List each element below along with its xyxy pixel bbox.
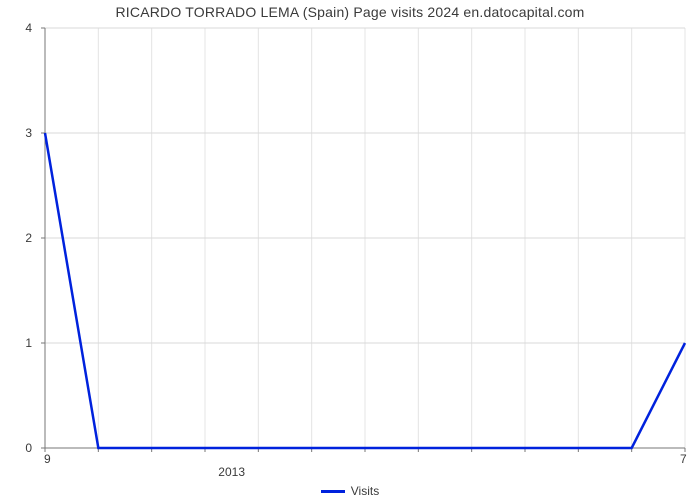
y-tick-label: 2	[25, 231, 32, 245]
y-tick-label: 0	[25, 441, 32, 455]
legend-item-visits: Visits	[321, 484, 379, 498]
x-corner-left: 9	[44, 452, 51, 466]
chart-stage: RICARDO TORRADO LEMA (Spain) Page visits…	[0, 0, 700, 500]
legend: Visits	[0, 480, 700, 499]
chart-plot	[45, 28, 685, 448]
legend-swatch	[321, 490, 345, 493]
x-axis-label: 2013	[218, 465, 245, 479]
legend-label: Visits	[351, 484, 379, 498]
y-axis: 01234	[0, 28, 40, 448]
y-tick-label: 3	[25, 126, 32, 140]
y-tick-label: 4	[25, 21, 32, 35]
y-tick-label: 1	[25, 336, 32, 350]
x-corner-right: 7	[680, 452, 687, 466]
chart-title: RICARDO TORRADO LEMA (Spain) Page visits…	[0, 4, 700, 20]
